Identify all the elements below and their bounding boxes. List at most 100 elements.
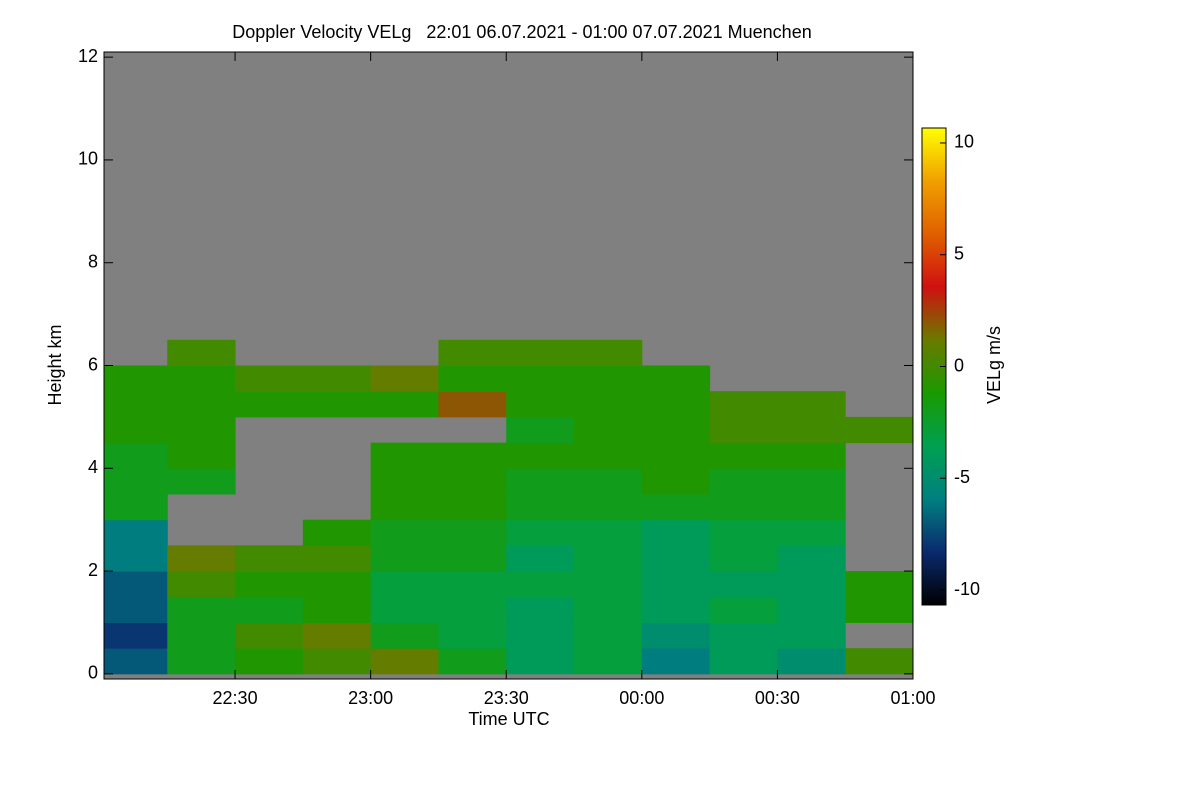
heatmap-cell — [104, 493, 168, 521]
heatmap-cell — [235, 596, 304, 623]
heatmap-cell — [777, 416, 846, 444]
heatmap-cell — [104, 648, 168, 675]
x-tick-label: 00:00 — [619, 688, 664, 708]
heatmap-cell — [302, 596, 372, 623]
x-axis-label: Time UTC — [468, 709, 549, 729]
x-tick-label: 00:30 — [755, 688, 800, 708]
heatmap-cell — [104, 416, 168, 444]
heatmap-cell — [104, 571, 168, 598]
heatmap-cell — [709, 545, 778, 572]
heatmap-cell — [641, 442, 711, 469]
heatmap-cell — [104, 365, 168, 392]
heatmap-cell — [574, 339, 643, 366]
heatmap-cell — [709, 571, 778, 598]
x-tick-label: 23:00 — [348, 688, 393, 708]
heatmap-cell — [506, 571, 575, 598]
heatmap-cell — [574, 622, 643, 649]
heatmap-cell — [506, 442, 575, 469]
heatmap-cell — [302, 571, 372, 598]
heatmap-cell — [574, 519, 643, 546]
heatmap-cell — [370, 648, 439, 675]
heatmap-cell — [104, 391, 168, 418]
heatmap-cell — [777, 468, 846, 495]
chart-title: Doppler Velocity VELg 22:01 06.07.2021 -… — [232, 22, 811, 42]
heatmap-cell — [574, 365, 643, 392]
heatmap-cell — [641, 416, 711, 444]
y-tick-label: 2 — [88, 560, 98, 580]
heatmap-cell — [641, 493, 711, 521]
heatmap-cell — [506, 519, 575, 546]
colorbar-tick-label: -10 — [954, 579, 980, 599]
heatmap-cell — [302, 648, 372, 675]
heatmap-cell — [574, 468, 643, 495]
heatmap-cell — [370, 519, 439, 546]
heatmap-cell — [370, 442, 439, 469]
heatmap-cell — [104, 622, 168, 649]
heatmap-cell — [574, 596, 643, 623]
heatmap-cell — [438, 545, 507, 572]
heatmap-cell — [167, 622, 236, 649]
heatmap-cell — [302, 519, 372, 546]
heatmap-cell — [438, 648, 507, 675]
heatmap-cell — [506, 622, 575, 649]
heatmap-cell — [574, 442, 643, 469]
heatmap-cell — [104, 596, 168, 623]
heatmap-cell — [709, 468, 778, 495]
x-tick-label: 01:00 — [890, 688, 935, 708]
heatmap-cell — [438, 596, 507, 623]
heatmap-cell — [167, 339, 236, 366]
heatmap-cell — [104, 545, 168, 572]
colorbar-tick-label: 10 — [954, 132, 974, 152]
heatmap-cell — [777, 545, 846, 572]
heatmap-cell — [845, 571, 913, 598]
heatmap-cell — [438, 519, 507, 546]
heatmap-cell — [302, 622, 372, 649]
heatmap-cell — [370, 468, 439, 495]
heatmap-cell — [235, 622, 304, 649]
heatmap-cell — [641, 571, 711, 598]
heatmap-cell — [235, 648, 304, 675]
heatmap-cell — [777, 571, 846, 598]
heatmap-cell — [235, 545, 304, 572]
heatmap-cell — [167, 442, 236, 469]
heatmap-cell — [709, 622, 778, 649]
heatmap-cell — [777, 442, 846, 469]
y-tick-label: 12 — [78, 46, 98, 66]
heatmap-cell — [167, 365, 236, 392]
heatmap-cell — [574, 493, 643, 521]
heatmap-cell — [777, 622, 846, 649]
heatmap-cell — [574, 416, 643, 444]
colorbar-tick-label: 5 — [954, 243, 964, 263]
y-tick-label: 6 — [88, 354, 98, 374]
heatmap-cell — [506, 545, 575, 572]
heatmap-cell — [777, 391, 846, 418]
heatmap-cell — [370, 545, 439, 572]
heatmap-cell — [641, 468, 711, 495]
heatmap-cell — [641, 596, 711, 623]
heatmap-cell — [235, 365, 304, 392]
heatmap-cell — [709, 519, 778, 546]
heatmap-cell — [506, 648, 575, 675]
heatmap-cell — [574, 648, 643, 675]
heatmap-cell — [506, 339, 575, 366]
heatmap-cell — [302, 365, 372, 392]
heatmap-cell — [641, 648, 711, 675]
heatmap-cell — [709, 416, 778, 444]
heatmap-cell — [438, 571, 507, 598]
heatmap-cell — [709, 493, 778, 521]
heatmap-cell — [438, 622, 507, 649]
heatmap-cell — [777, 493, 846, 521]
heatmap-cell — [641, 391, 711, 418]
heatmap-cell — [104, 519, 168, 546]
heatmap-cell — [370, 596, 439, 623]
heatmap-cell — [104, 442, 168, 469]
heatmap-cell — [438, 493, 507, 521]
heatmap-cell — [777, 648, 846, 675]
heatmap-cell — [167, 468, 236, 495]
heatmap-cell — [709, 442, 778, 469]
heatmap-cell — [235, 571, 304, 598]
heatmap-cell — [438, 339, 507, 366]
y-tick-label: 0 — [88, 663, 98, 683]
